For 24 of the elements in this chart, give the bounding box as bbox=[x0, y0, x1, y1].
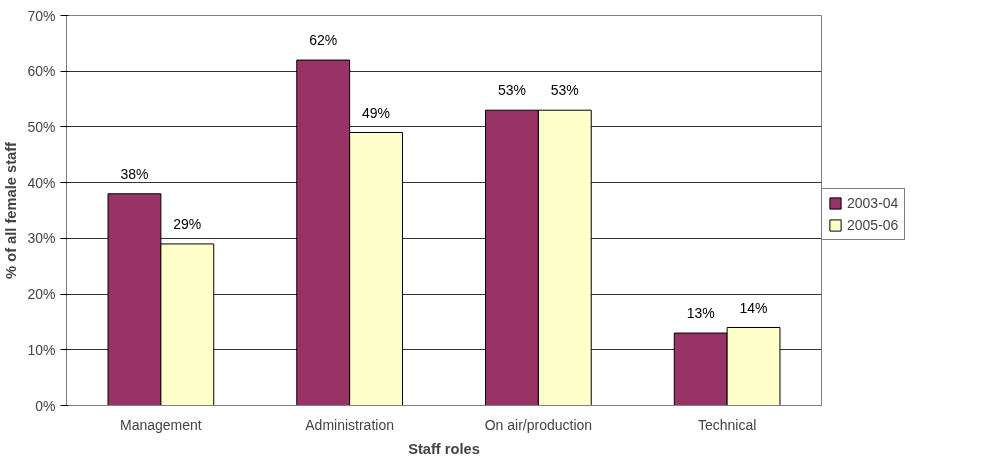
x-tick-label: On air/production bbox=[484, 416, 593, 433]
legend-label: 2003-04 bbox=[847, 195, 899, 211]
x-axis-title: Staff roles bbox=[408, 440, 480, 457]
x-tick-label: Management bbox=[120, 416, 202, 433]
data-label: 62% bbox=[309, 32, 338, 49]
y-tick-label: 60% bbox=[27, 63, 56, 80]
y-tick-label: 10% bbox=[27, 341, 56, 358]
data-label: 14% bbox=[739, 299, 768, 316]
data-label: 29% bbox=[173, 215, 202, 232]
y-tick-label: 70% bbox=[27, 7, 56, 24]
y-tick-label: 0% bbox=[35, 397, 56, 414]
data-label: 49% bbox=[362, 104, 391, 121]
y-tick-label: 40% bbox=[27, 174, 56, 191]
data-label: 13% bbox=[686, 305, 715, 322]
x-tick-label: Technical bbox=[697, 416, 757, 433]
data-label: 38% bbox=[120, 165, 149, 182]
y-tick-label: 20% bbox=[27, 286, 56, 303]
data-label: 53% bbox=[550, 82, 579, 99]
y-tick-label: 30% bbox=[27, 230, 56, 247]
data-label: 53% bbox=[497, 82, 526, 99]
legend-label: 2005-06 bbox=[847, 217, 899, 233]
y-tick-label: 50% bbox=[27, 118, 56, 135]
x-tick-label: Administration bbox=[305, 416, 394, 433]
y-axis-title: % of all female staff bbox=[3, 141, 20, 279]
